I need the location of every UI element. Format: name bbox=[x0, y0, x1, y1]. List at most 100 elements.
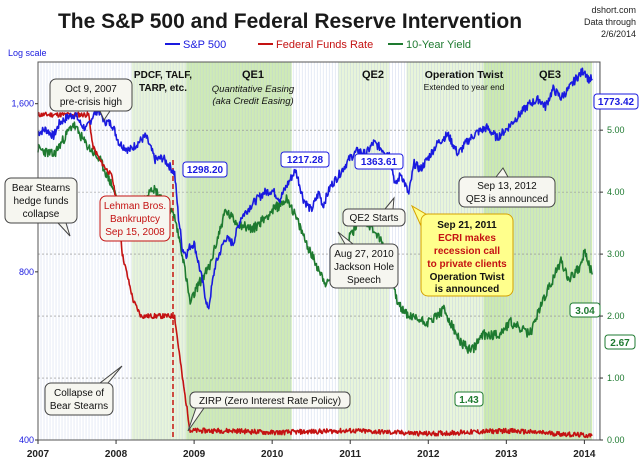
annotation-collapse-line1: Collapse of bbox=[54, 388, 104, 399]
x-tick-label: 2014 bbox=[573, 449, 596, 460]
annotation-ecri-line6: is announced bbox=[435, 284, 499, 295]
annotation-collapse-box bbox=[44, 382, 114, 416]
annotation-qe3-pointer bbox=[494, 167, 509, 178]
shaded-region-1 bbox=[131, 62, 187, 440]
annotation-ecri-line5: Operation Twist bbox=[430, 272, 505, 283]
legend-label-ff: Federal Funds Rate bbox=[276, 39, 373, 51]
annotation-jackson-hole-pointer bbox=[337, 231, 355, 245]
annotation-lehman-box bbox=[99, 195, 171, 242]
x-tick-label: 2012 bbox=[417, 449, 440, 460]
annotation-oct2007-pointer bbox=[99, 110, 111, 122]
annotation-zirp-box bbox=[189, 391, 351, 409]
annotation-jackson-hole-line3: Speech bbox=[347, 275, 381, 286]
annotation-jackson-hole-line2: Jackson Hole bbox=[334, 262, 394, 273]
value-label-1217: 1217.28 bbox=[287, 155, 324, 166]
y-left-tick-label: 1,600 bbox=[11, 99, 34, 109]
value-label-1217-box bbox=[280, 151, 330, 168]
value-label-1773: 1773.42 bbox=[598, 97, 635, 108]
annotation-qe2-starts-box bbox=[342, 208, 406, 227]
value-label-1298: 1298.20 bbox=[187, 165, 224, 176]
annotation-qe3-line2: QE3 is announced bbox=[466, 194, 548, 205]
region-label-qe2: QE2 bbox=[362, 69, 384, 81]
series-federal-funds-rate bbox=[37, 111, 593, 439]
value-label-304-box bbox=[569, 302, 601, 318]
annotation-collapse-line2: Bear Stearns bbox=[50, 401, 108, 412]
annotation-ecri: Sep 21, 2011 ECRI makes recession call t… bbox=[410, 204, 514, 297]
region-label-ot-sub: Extended to year end bbox=[424, 82, 505, 92]
annotation-jackson-hole-line1: Aug 27, 2010 bbox=[334, 249, 394, 260]
value-label-304: 3.04 bbox=[575, 306, 595, 317]
annotation-qe2-starts-pointer bbox=[383, 196, 395, 210]
annotation-qe2-starts-text: QE2 Starts bbox=[350, 213, 399, 224]
legend: S&P 500 Federal Funds Rate 10-Year Yield bbox=[165, 39, 471, 51]
annotation-jackson-hole-box bbox=[329, 243, 399, 289]
annotation-lehman-line3: Sep 15, 2008 bbox=[105, 227, 165, 238]
value-label-143: 1.43 bbox=[459, 395, 479, 406]
chart-title: The S&P 500 and Federal Reserve Interven… bbox=[58, 10, 522, 33]
x-tick-label: 2010 bbox=[261, 449, 284, 460]
annotation-oct2007: Oct 9, 2007 pre-crisis high bbox=[49, 78, 133, 122]
annotation-collapse: Collapse of Bear Stearns bbox=[44, 365, 123, 416]
region-label-pdcf-2: TARP, etc. bbox=[139, 83, 187, 94]
annotation-zirp: ZIRP (Zero Interest Rate Policy) bbox=[187, 391, 351, 432]
annotation-qe3-announced: Sep 13, 2012 QE3 is announced bbox=[458, 167, 556, 208]
annotation-lehman: Lehman Bros. Bankruptcy Sep 15, 2008 bbox=[99, 195, 171, 242]
region-label-qe3: QE3 bbox=[539, 69, 561, 81]
plot-frame bbox=[37, 61, 601, 441]
annotation-ecri-box bbox=[420, 213, 514, 297]
region-label-qe1-sub1: Quantitative Easing bbox=[212, 84, 295, 95]
annotation-jackson-hole: Aug 27, 2010 Jackson Hole Speech bbox=[329, 231, 399, 289]
region-label-qe1-sub2: (aka Credit Easing) bbox=[212, 96, 293, 107]
y-right-tick-label: 3.00 bbox=[607, 249, 625, 259]
value-label-1363: 1363.61 bbox=[361, 157, 398, 168]
x-tick-label: 2009 bbox=[183, 449, 206, 460]
annotation-bear-hedge-line1: Bear Stearns bbox=[12, 183, 70, 194]
annotation-zirp-pointer bbox=[187, 407, 205, 432]
annotation-ecri-line3: recession call bbox=[434, 246, 500, 257]
annotation-oct2007-box bbox=[49, 78, 133, 112]
y-right-tick-label: 0.00 bbox=[607, 435, 625, 445]
x-tick-label: 2013 bbox=[495, 449, 518, 460]
annotation-lehman-line1: Lehman Bros. bbox=[104, 201, 166, 212]
source-line-2: Data through bbox=[584, 17, 636, 27]
y-left-tick-label: 400 bbox=[19, 435, 34, 445]
region-labels: PDCF, TALF, TARP, etc. QE1 Quantitative … bbox=[134, 69, 561, 107]
y-right-tick-label: 4.00 bbox=[607, 187, 625, 197]
annotation-ecri-line4: to private clients bbox=[427, 259, 507, 270]
annotation-qe3-line1: Sep 13, 2012 bbox=[477, 181, 537, 192]
x-tick-label: 2011 bbox=[339, 449, 361, 460]
annotation-bear-hedge-pointer bbox=[56, 222, 71, 237]
legend-label-sp: S&P 500 bbox=[183, 39, 226, 51]
annotation-ecri-line1: Sep 21, 2011 bbox=[437, 220, 497, 231]
value-label-1773-box bbox=[593, 93, 639, 110]
value-label-1363-box bbox=[354, 153, 404, 170]
legend-label-ty: 10-Year Yield bbox=[406, 39, 471, 51]
y-left-tick-label: 800 bbox=[19, 267, 34, 277]
annotation-bear-hedge-line3: collapse bbox=[23, 209, 60, 220]
region-label-qe1: QE1 bbox=[242, 69, 264, 81]
x-tick-label: 2007 bbox=[27, 449, 50, 460]
annotation-collapse-pointer bbox=[98, 365, 123, 384]
source-line-3: 2/6/2014 bbox=[601, 29, 636, 39]
y-right-tick-label: 2.00 bbox=[607, 311, 625, 321]
value-label-1298-box bbox=[182, 161, 228, 178]
log-scale-label: Log scale bbox=[8, 48, 47, 58]
y-right-tick-label: 1.00 bbox=[607, 373, 625, 383]
value-label-143-box bbox=[454, 391, 484, 407]
series-sp500 bbox=[37, 67, 593, 310]
y-right-tick-label: 5.00 bbox=[607, 125, 625, 135]
annotation-bear-hedge-line2: hedge funds bbox=[13, 196, 68, 207]
x-tick-label: 2008 bbox=[105, 449, 128, 460]
annotation-zirp-text: ZIRP (Zero Interest Rate Policy) bbox=[199, 396, 341, 407]
value-labels: 1298.20 1217.28 1363.61 1773.42 1.43 3.0… bbox=[182, 93, 639, 407]
annotation-oct2007-line2: pre-crisis high bbox=[60, 97, 122, 108]
annotation-qe2-starts: QE2 Starts bbox=[342, 196, 406, 227]
value-label-267: 2.67 bbox=[610, 338, 630, 349]
annotation-lehman-line2: Bankruptcy bbox=[110, 214, 160, 225]
axis-ticks: 2007 2008 2009 2010 2011 2012 2013 2014 400 800 1,… bbox=[11, 99, 624, 460]
annotation-bear-hedge-box bbox=[4, 177, 78, 224]
value-label-267-box bbox=[604, 334, 636, 350]
annotation-oct2007-line1: Oct 9, 2007 bbox=[65, 84, 117, 95]
region-label-pdcf-1: PDCF, TALF, bbox=[134, 70, 192, 81]
